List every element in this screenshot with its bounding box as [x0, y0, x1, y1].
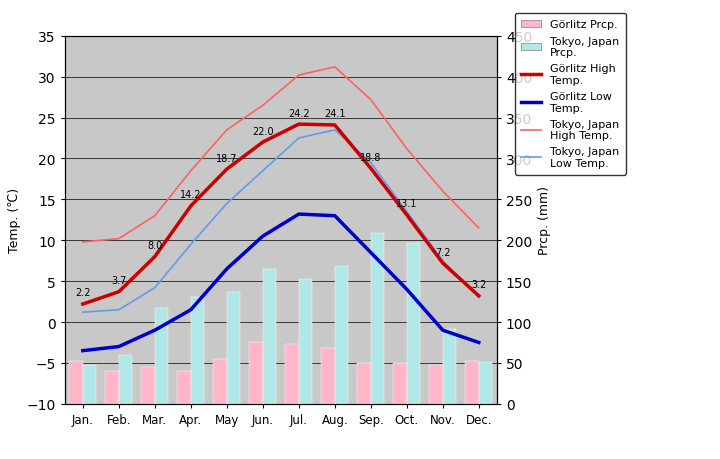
Bar [465, 362, 479, 404]
Legend: Görlitz Prcp., Tokyo, Japan
Prcp., Görlitz High
Temp., Görlitz Low
Temp., Tokyo,: Görlitz Prcp., Tokyo, Japan Prcp., Görli… [515, 14, 626, 175]
Bar [227, 292, 240, 404]
Text: 22.0: 22.0 [252, 126, 274, 136]
Bar [429, 365, 443, 404]
Bar [177, 371, 191, 404]
Bar [407, 243, 420, 404]
Bar [119, 355, 132, 404]
Bar [285, 344, 299, 404]
Bar [371, 233, 384, 404]
Text: 7.2: 7.2 [435, 247, 451, 257]
Bar [249, 343, 263, 404]
Bar [141, 367, 155, 404]
Bar [191, 298, 204, 404]
Bar [357, 363, 371, 404]
Text: 18.7: 18.7 [216, 153, 238, 163]
Text: 3.2: 3.2 [471, 280, 487, 290]
Bar [83, 365, 96, 404]
Bar [263, 269, 276, 404]
Bar [443, 329, 456, 404]
Bar [105, 371, 119, 404]
Bar [299, 279, 312, 404]
Bar [213, 359, 227, 404]
Text: 18.8: 18.8 [360, 152, 382, 162]
Bar [321, 348, 335, 404]
Text: 8.0: 8.0 [147, 241, 163, 251]
Y-axis label: Temp. (℃): Temp. (℃) [8, 188, 21, 253]
Text: 13.1: 13.1 [396, 199, 418, 209]
Bar [393, 363, 407, 404]
Text: 14.2: 14.2 [180, 190, 202, 200]
Text: 3.7: 3.7 [111, 275, 127, 285]
Text: 24.2: 24.2 [288, 108, 310, 118]
Bar [155, 308, 168, 404]
Bar [335, 267, 348, 404]
Y-axis label: Prcp. (mm): Prcp. (mm) [538, 186, 551, 255]
Text: 24.1: 24.1 [324, 109, 346, 119]
Text: 2.2: 2.2 [75, 288, 91, 298]
Bar [479, 362, 492, 404]
Bar [69, 362, 83, 404]
